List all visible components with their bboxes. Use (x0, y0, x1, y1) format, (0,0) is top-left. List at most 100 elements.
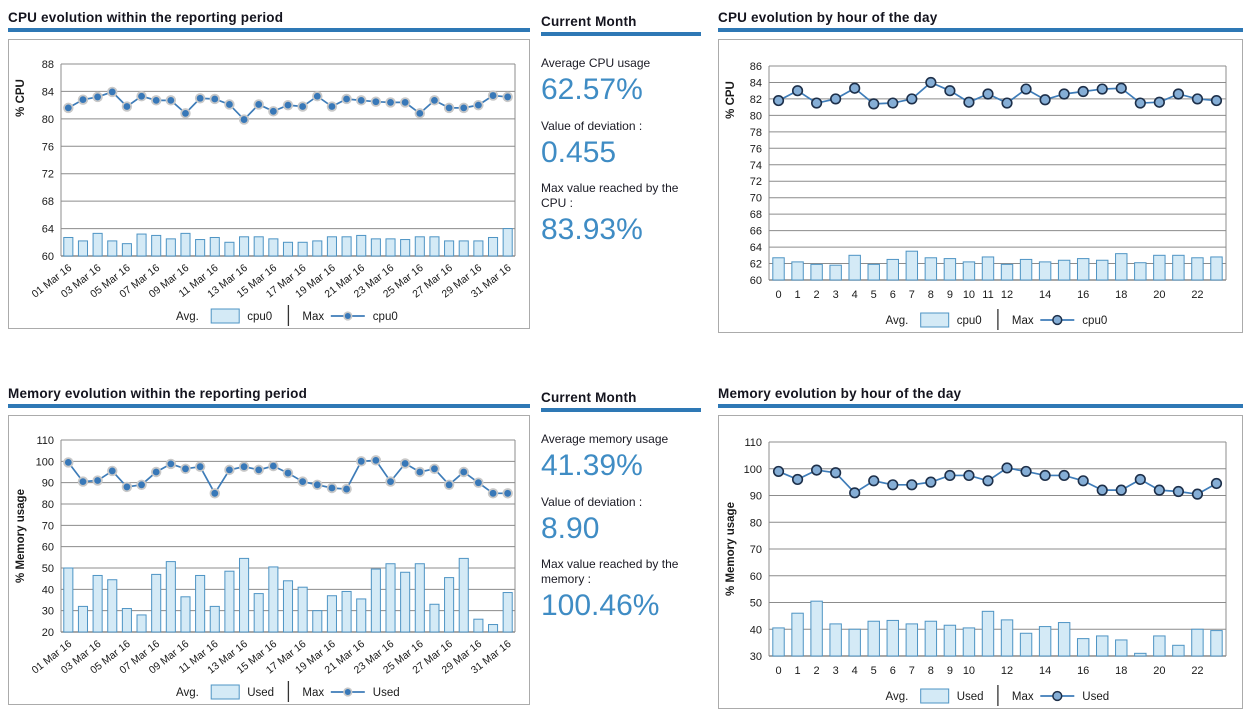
max-point (849, 487, 861, 499)
x-tick-label: 12 (1001, 289, 1013, 301)
x-tick-label: 20 (1153, 289, 1165, 301)
x-tick-label: 8 (928, 665, 934, 677)
legend-bar-swatch (210, 308, 240, 324)
x-tick-label: 5 (871, 665, 877, 677)
max-point (328, 484, 336, 492)
avg-bar (151, 573, 162, 633)
avg-bar (414, 563, 425, 633)
avg-bar (487, 624, 499, 633)
legend-bar-swatch (210, 684, 240, 700)
max-point (167, 96, 175, 104)
y-tick-label: 70 (750, 544, 762, 556)
legend-bar-swatch (920, 312, 950, 328)
max-point (982, 88, 994, 100)
max-point (416, 109, 424, 117)
avg-bar (905, 250, 919, 281)
y-tick-label: 66 (750, 226, 762, 238)
memory-period-chart: 20 30 40 50 60 70 80 90 100 110 % Memory usage 01 M… (15, 435, 516, 702)
avg-bar (165, 238, 176, 257)
x-tick-label: 4 (852, 289, 858, 301)
max-point (906, 479, 918, 491)
chart-panel-memory-hourly: 30 40 50 60 70 80 90 100 110% Memory usage 0 1 2 3 4 5… (718, 415, 1243, 709)
x-tick-label: 1 (795, 289, 801, 301)
stat-value-avg-memory: 41.39% (541, 449, 643, 482)
y-tick-label: 40 (750, 624, 762, 636)
max-point (211, 489, 219, 497)
max-point (94, 477, 102, 484)
max-point (791, 473, 804, 486)
avg-bar (253, 593, 264, 633)
max-point (240, 116, 248, 123)
avg-bar (107, 240, 118, 257)
avg-bar (458, 557, 469, 633)
avg-bar (326, 236, 337, 257)
stat-item: Value of deviation : 0.455 (541, 119, 701, 169)
legend-label: Max (1012, 691, 1034, 703)
y-tick-label: 40 (42, 584, 54, 596)
avg-bar (1019, 258, 1033, 281)
max-point (64, 104, 72, 112)
y-axis-label: % CPU (725, 81, 737, 119)
max-markers (63, 86, 513, 125)
chart-title-memory-hourly: Memory evolution by hour of the day (718, 386, 1243, 408)
avg-bars (63, 228, 513, 257)
y-tick-label: 60 (750, 571, 762, 583)
stat-item: Max value reached by the CPU : 83.93% (541, 181, 701, 246)
y-tick-label: 68 (750, 209, 762, 221)
avg-bar (848, 254, 861, 281)
max-point (343, 95, 350, 103)
avg-bar (326, 595, 337, 633)
x-tick-label: 6 (890, 289, 896, 301)
avg-bar (268, 566, 279, 633)
max-point (138, 92, 145, 100)
max-point (849, 82, 861, 94)
avg-bar (1038, 626, 1052, 657)
max-point (1153, 96, 1165, 108)
y-tick-label: 86 (750, 61, 762, 73)
y-tick-label: 30 (750, 651, 762, 663)
y-tick-label: 60 (42, 542, 54, 554)
max-point (313, 481, 321, 489)
chart-panel-cpu-hourly: 60 62 64 66 68 70 72 74 76 78 80 82 84 86% CPU 0 1 2 3 4 5 6… (718, 39, 1243, 333)
avg-bar (905, 623, 919, 657)
max-point (299, 103, 307, 110)
max-point (357, 96, 365, 104)
avg-bar (224, 241, 235, 257)
avg-bar (1172, 254, 1185, 281)
max-point (1134, 473, 1146, 486)
avg-bar (239, 557, 250, 633)
avg-bar (1076, 638, 1090, 657)
max-point (791, 85, 804, 97)
x-tick-label: 9 (947, 665, 953, 677)
max-point (1058, 88, 1070, 100)
avg-bar (136, 614, 147, 633)
max-point (1172, 88, 1184, 100)
legend-label: cpu0 (247, 311, 272, 323)
avg-bar (400, 239, 411, 257)
max-point (830, 467, 842, 479)
max-point (1172, 485, 1184, 498)
max-line (778, 467, 1217, 496)
stat-label-memory-max: Max value reached by the memory : (541, 557, 679, 586)
x-tick-label: 20 (1153, 665, 1165, 677)
legend-label: Used (373, 687, 400, 699)
y-tick-label: 64 (42, 224, 54, 236)
max-point (196, 463, 204, 471)
max-point (887, 479, 899, 491)
max-markers (63, 455, 513, 499)
max-point (1077, 85, 1089, 98)
avg-bar (848, 628, 861, 657)
avg-bar (341, 236, 352, 257)
max-point (982, 475, 994, 487)
avg-bar (356, 598, 367, 633)
max-point (108, 467, 116, 475)
max-point (1115, 82, 1127, 94)
y-tick-label: 84 (750, 77, 762, 89)
avg-bar (981, 256, 995, 281)
max-point (255, 101, 263, 108)
x-tick-label: 11 (982, 289, 993, 301)
y-tick-label: 80 (42, 499, 54, 511)
x-tick-label: 4 (852, 665, 858, 677)
